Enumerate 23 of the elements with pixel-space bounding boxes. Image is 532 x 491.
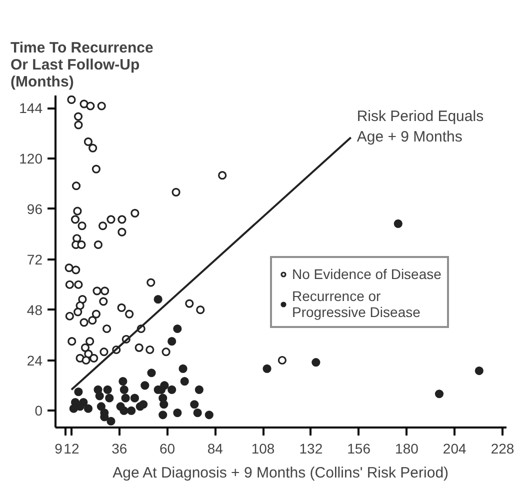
y-tick-label: 144	[19, 100, 43, 116]
x-tick-label: 9	[54, 440, 62, 456]
x-tick-label: 84	[207, 440, 224, 456]
x-tick-label: 108	[251, 440, 275, 456]
legend-label: No Evidence of Disease	[292, 266, 442, 282]
annotation: Risk Period Equals Age + 9 Months	[356, 108, 484, 146]
y-axis-title: Time To Recurrence Or Last Follow-Up (Months)	[10, 40, 154, 90]
y-tick-label: 96	[26, 200, 43, 217]
y-tick-label: 24	[26, 352, 43, 368]
x-tick-label: 156	[347, 440, 371, 456]
x-tick-label: 12	[64, 440, 80, 456]
x-tick-label: 204	[442, 440, 467, 456]
x-tick-label: 60	[159, 440, 176, 456]
legend-label: Recurrence or Progressive Disease	[292, 288, 420, 320]
x-tick-label: 180	[395, 440, 419, 456]
x-axis-title: Age At Diagnosis + 9 Months (Collins' Risk Period)	[112, 464, 449, 482]
y-tick-label: 48	[26, 302, 43, 318]
y-tick-label: 0	[34, 402, 43, 419]
x-tick-label: 132	[299, 440, 323, 456]
y-tick-label: 120	[19, 150, 43, 167]
y-tick-label: 72	[26, 251, 43, 268]
x-tick-label: 36	[112, 440, 128, 456]
x-tick-label: 228	[490, 440, 514, 456]
